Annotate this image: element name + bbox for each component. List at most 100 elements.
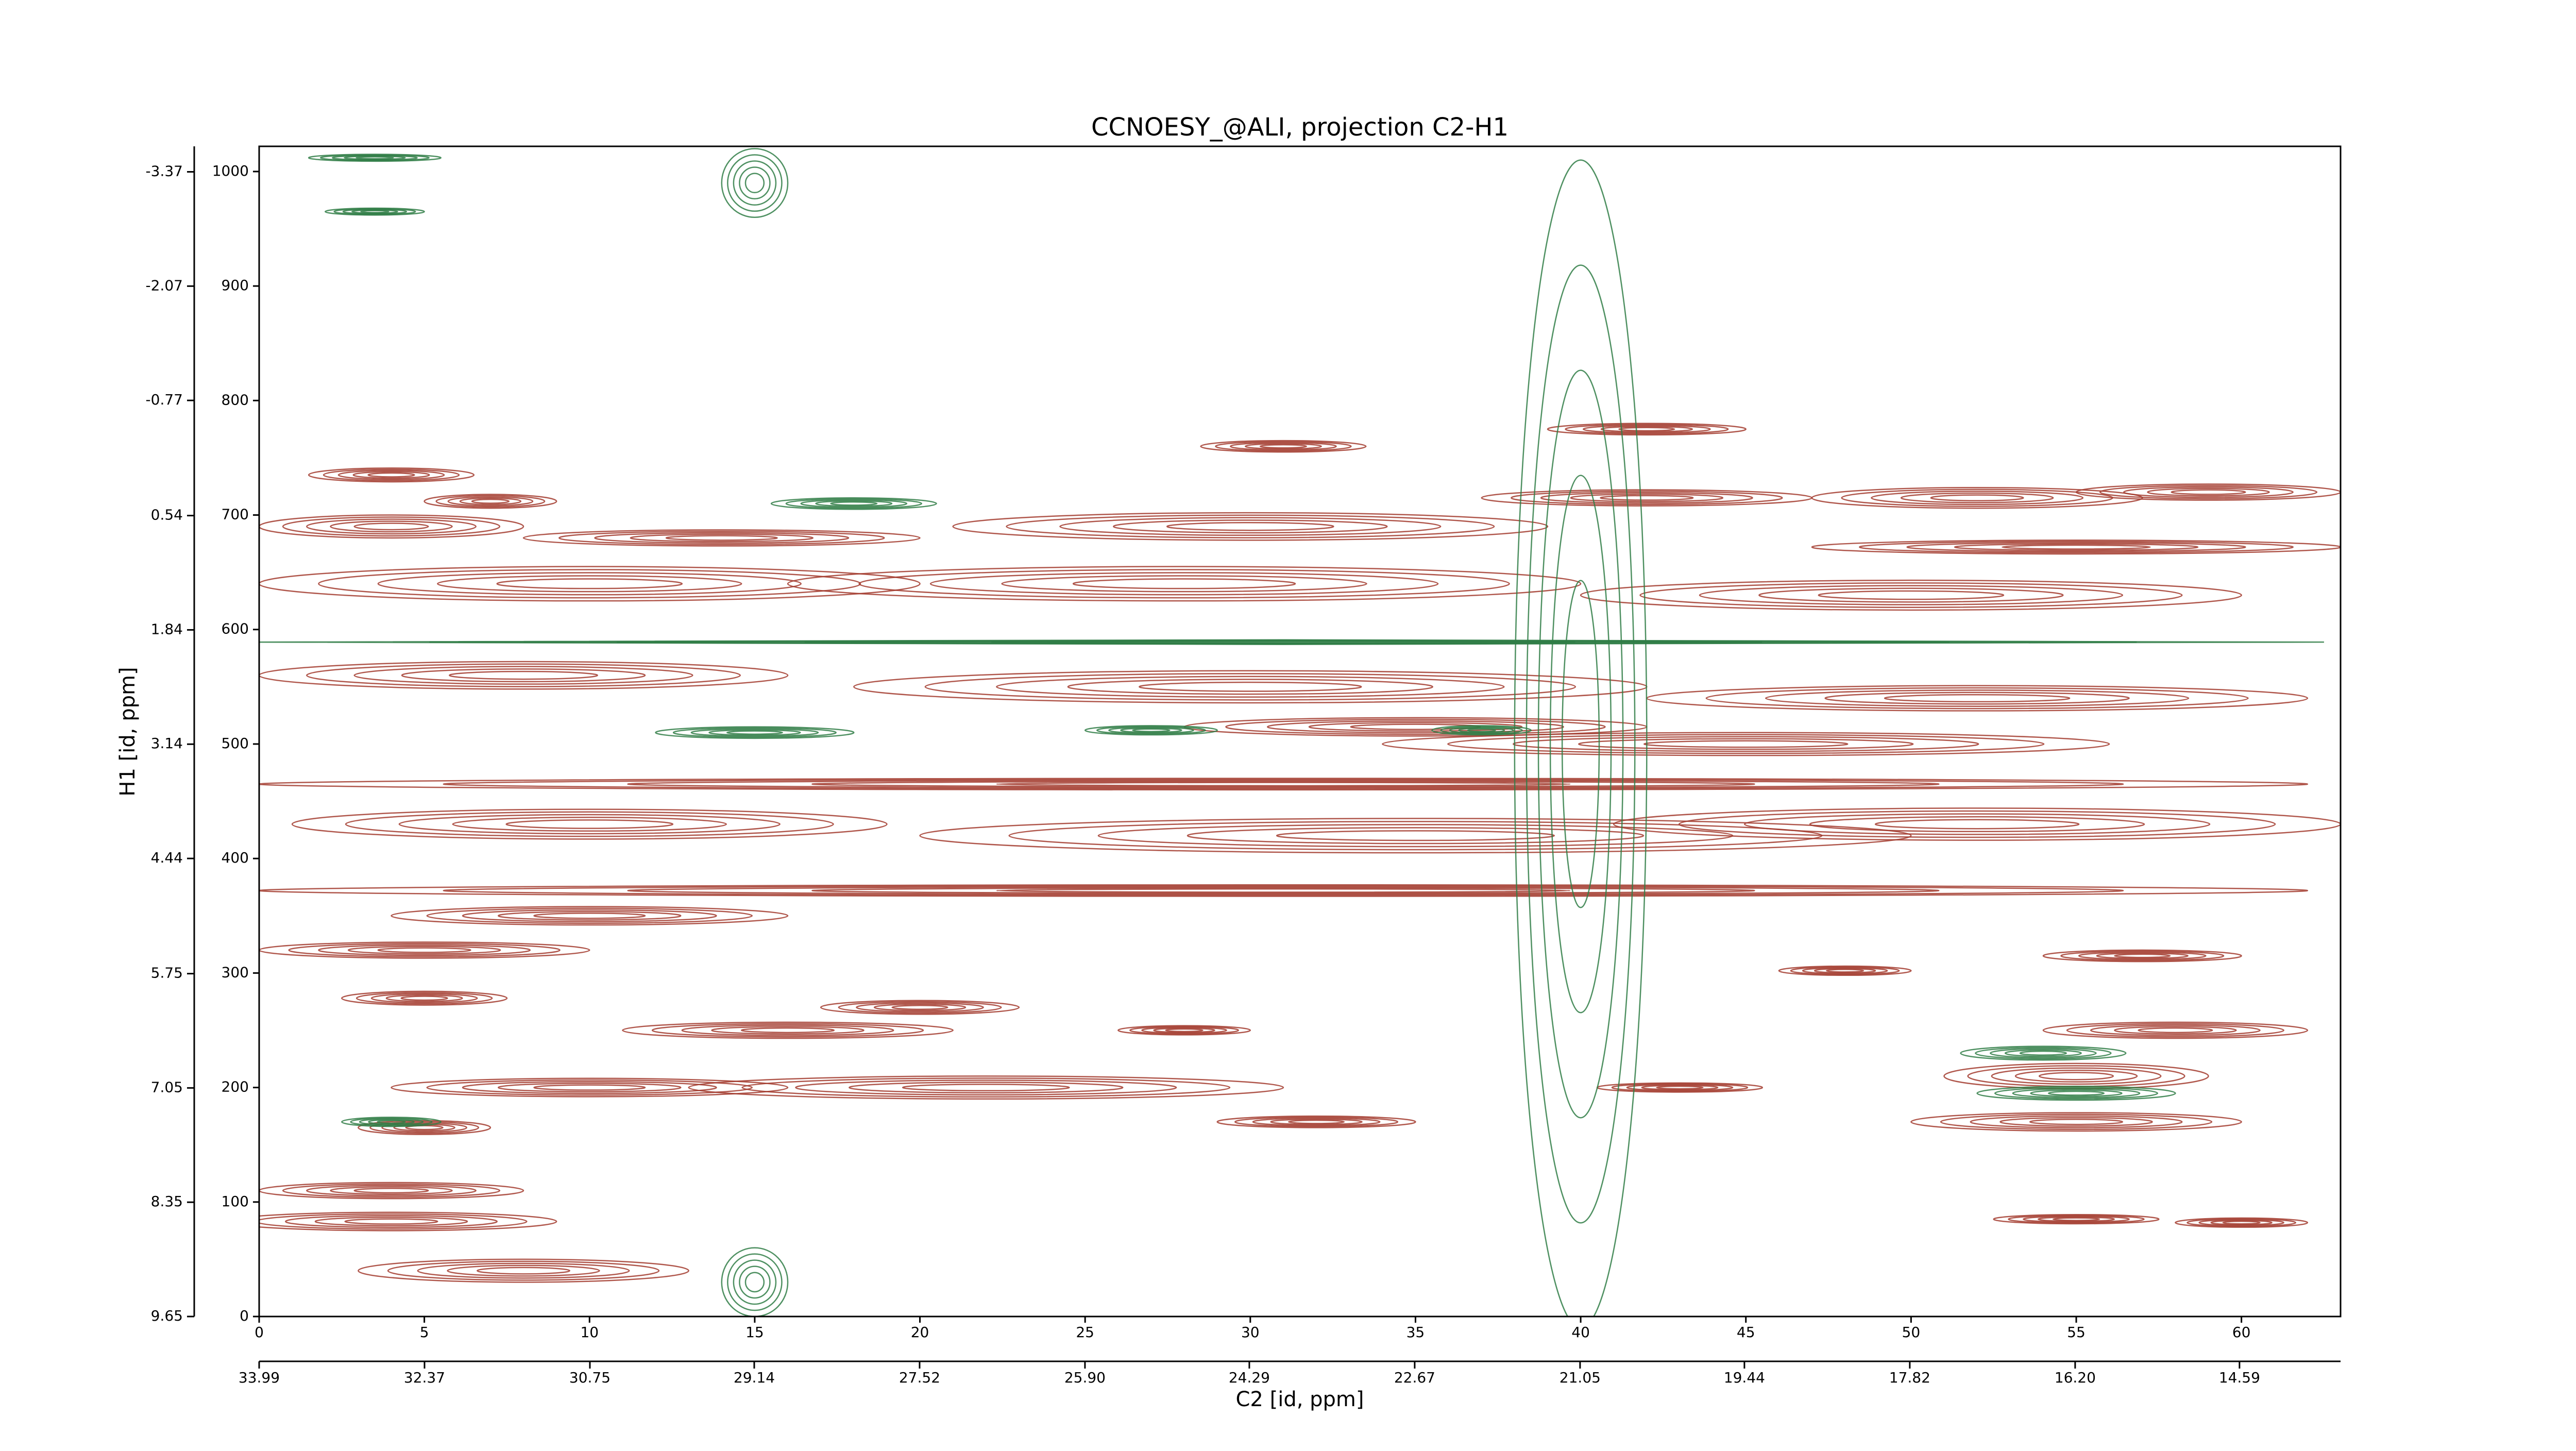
x-tick-label: 15 — [745, 1324, 764, 1341]
contour-line — [1618, 427, 1675, 432]
contour-line — [739, 1266, 771, 1299]
contour-line — [721, 148, 789, 218]
contour-line — [1991, 1067, 2162, 1085]
contour-line — [1811, 539, 2341, 555]
contour-line — [291, 808, 888, 840]
peak — [2042, 1021, 2309, 1039]
contour-line — [1234, 1116, 1399, 1127]
x-tick-label: 25 — [1076, 1324, 1094, 1341]
peak — [952, 512, 1549, 541]
contour-line — [447, 496, 534, 507]
contour-line — [1006, 514, 1495, 538]
contour-line — [369, 1121, 480, 1134]
y-tick-label: 200 — [222, 1078, 249, 1095]
contour-line — [795, 1079, 1177, 1096]
contour-line — [2096, 952, 2189, 959]
contour-line — [2060, 950, 2225, 961]
contour-line — [353, 666, 693, 685]
x2-tick-label: 19.44 — [1724, 1369, 1765, 1386]
contour-line — [2090, 1024, 2261, 1036]
peak — [259, 884, 2308, 897]
contour-line — [1639, 582, 2183, 609]
contour-line — [381, 1122, 467, 1133]
x-tick-label: 55 — [2067, 1324, 2086, 1341]
peak — [1976, 1086, 2176, 1101]
peak — [1084, 725, 1218, 736]
peak — [308, 154, 442, 162]
contour-line — [1999, 1117, 2153, 1127]
contour-line — [873, 1003, 967, 1011]
contour-line — [1447, 734, 2045, 754]
peak — [308, 467, 475, 483]
peak — [341, 1117, 442, 1127]
y2-tick-label: -0.77 — [146, 391, 183, 408]
contour-line — [1216, 1115, 1416, 1128]
peak — [259, 661, 789, 690]
contour-line — [996, 676, 1505, 698]
contour-line — [924, 673, 1577, 701]
contour-line — [1230, 442, 1337, 451]
contour-line — [2052, 1217, 2100, 1221]
contour-line — [811, 781, 1755, 788]
contour-line — [1643, 740, 1849, 748]
contour-line — [1976, 1086, 2176, 1101]
contour-line — [787, 566, 1582, 602]
contour-line — [1244, 443, 1322, 450]
x-tick-label: 50 — [1902, 1324, 1921, 1341]
contour-line — [1910, 1112, 2242, 1132]
contour-line — [1900, 492, 2054, 503]
plot-frame — [258, 145, 2342, 1318]
contour-line — [727, 154, 783, 212]
contour-line — [2066, 1023, 2284, 1038]
contour-line — [1458, 727, 1505, 733]
x2-tick-label: 14.59 — [2219, 1369, 2260, 1386]
contour-line — [856, 1002, 984, 1013]
contour-line — [330, 1186, 453, 1195]
contour-line — [1084, 725, 1218, 736]
contour-line — [1166, 522, 1334, 531]
contour-line — [2198, 1219, 2284, 1226]
contour-line — [423, 494, 557, 509]
contour-line — [1600, 426, 1693, 433]
contour-line — [2037, 1216, 2115, 1222]
x2-tick-label: 30.75 — [569, 1369, 611, 1386]
contour-line — [358, 1258, 689, 1283]
peak — [1960, 1045, 2127, 1061]
contour-line — [1514, 159, 1648, 1317]
contour-line — [443, 885, 2124, 896]
contour-line — [353, 522, 429, 531]
contour-line — [398, 814, 781, 835]
contour-line — [1067, 679, 1434, 695]
contour-line — [830, 501, 878, 506]
peak — [820, 1000, 1020, 1015]
contour-line — [2014, 1069, 2138, 1083]
x2-tick-label: 24.29 — [1229, 1369, 1270, 1386]
contour-line — [672, 727, 837, 738]
contour-line — [996, 782, 1571, 787]
contour-line — [2175, 1217, 2309, 1228]
contour-line — [2187, 1218, 2297, 1227]
contour-line — [991, 640, 1575, 644]
contour-line — [1225, 718, 1606, 735]
contour-line — [459, 497, 522, 505]
contour-line — [815, 500, 893, 507]
contour-line — [533, 1084, 646, 1091]
contour-line — [1259, 444, 1308, 449]
x2-tick-label: 27.52 — [899, 1369, 940, 1386]
contour-line — [2210, 1220, 2273, 1226]
contour-line — [355, 156, 394, 160]
contour-line — [2138, 1027, 2213, 1034]
contour-line — [1270, 1118, 1363, 1125]
peak — [1514, 159, 1648, 1317]
peak — [522, 529, 921, 547]
y-tick-label: 900 — [222, 277, 249, 294]
contour-line — [2042, 1021, 2309, 1039]
contour-line — [2114, 953, 2171, 958]
contour-line — [2012, 1088, 2141, 1099]
contour-line — [2075, 483, 2341, 501]
contour-line — [347, 946, 501, 955]
contour-line — [323, 468, 460, 481]
contour-line — [655, 726, 855, 739]
contour-line — [1809, 816, 2145, 833]
